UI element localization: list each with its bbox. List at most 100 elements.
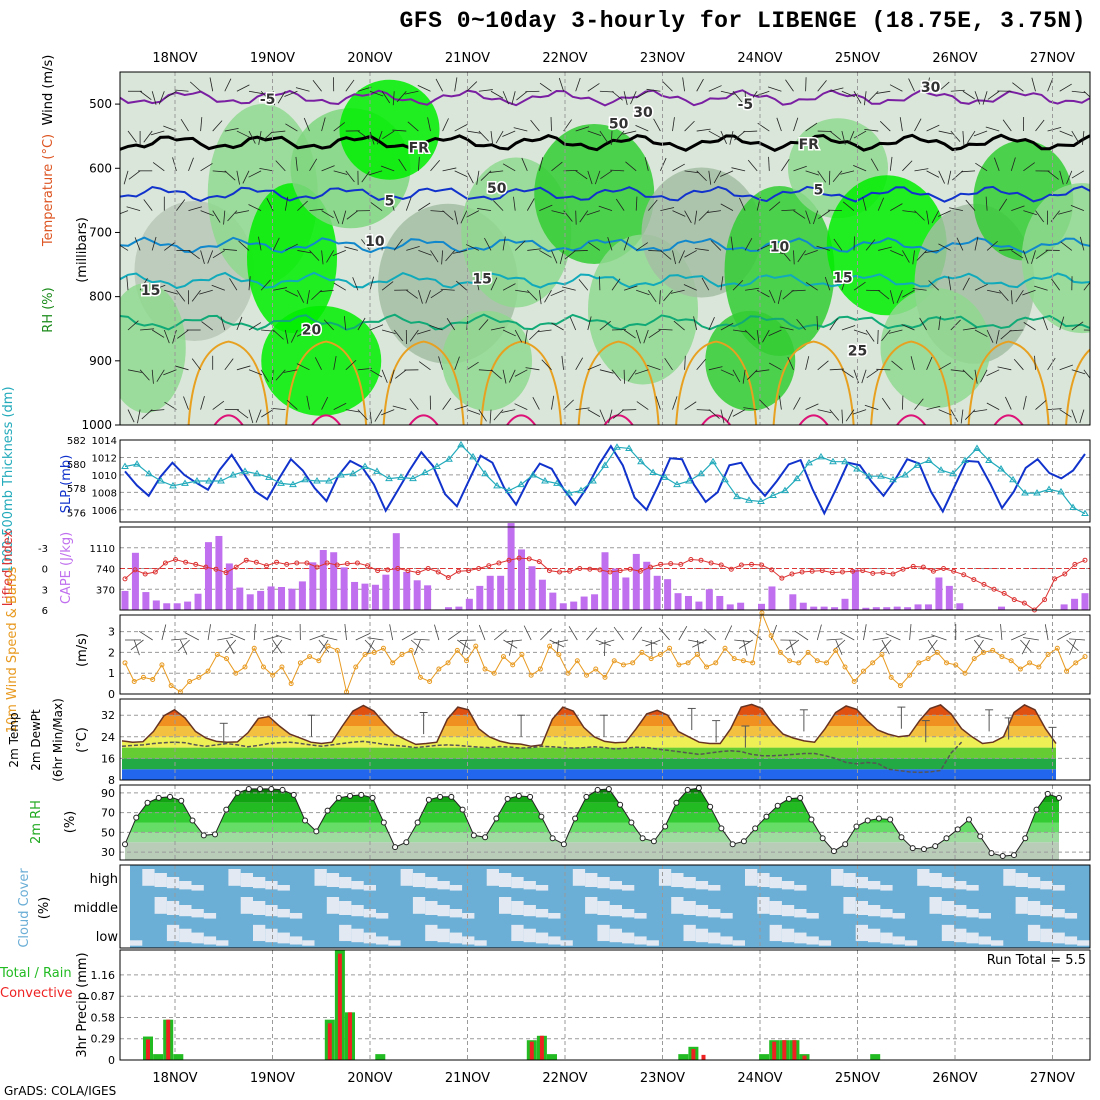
cape-bar: [716, 595, 724, 610]
wind10m-barb: [1069, 638, 1086, 641]
wind-barb: [236, 170, 240, 185]
cloud-cell: [769, 901, 782, 915]
wind-barb: [587, 409, 601, 417]
wind10m-point: [187, 679, 193, 685]
wind-barb: [309, 158, 318, 172]
wind-barb: [793, 397, 801, 410]
wind10m-point: [334, 647, 340, 653]
wind-barb: [295, 87, 310, 92]
wind-barb: [442, 167, 457, 172]
cloud-cell: [609, 928, 622, 943]
wind-barb: [974, 329, 988, 337]
cape-bar: [152, 600, 160, 610]
rh-point: [347, 792, 354, 799]
wind-barb: [333, 210, 340, 224]
precip-total-bar: [173, 1054, 184, 1060]
wind-barb: [321, 396, 329, 410]
precip-convective-bar: [691, 1049, 696, 1060]
cape-bar: [851, 569, 859, 610]
rh-band: [125, 812, 1059, 823]
wind-barb: [947, 170, 952, 185]
wind-barb: [177, 329, 189, 339]
wind-barb: [418, 156, 420, 171]
wind-barb: [260, 279, 271, 291]
cloud-cell: [425, 901, 438, 915]
wind-barb: [248, 170, 262, 178]
cloud-cell: [474, 940, 487, 946]
wind10m-barb: [139, 630, 153, 641]
wind-barb: [926, 170, 940, 178]
wind-barb: [306, 395, 310, 410]
wind10m-point: [713, 660, 719, 666]
wind-barb: [726, 409, 734, 423]
thickness-point: [505, 486, 513, 494]
cape-bar: [622, 577, 630, 610]
wind-barb: [805, 122, 818, 132]
cloud-cell: [253, 901, 266, 915]
wind-barb: [646, 88, 661, 92]
panel-frame: [119, 71, 1091, 426]
wind10m-barb: [414, 639, 421, 655]
wind-barb: [164, 401, 177, 410]
wind-barb: [720, 369, 734, 376]
li-point: [1011, 597, 1017, 603]
rh-point: [684, 786, 691, 793]
wind-barb: [417, 84, 431, 92]
wind10m-barb: [180, 639, 188, 655]
wind-barb: [376, 130, 383, 145]
wind-barb: [950, 89, 965, 92]
cloud-cell: [880, 932, 893, 944]
wind10m-point: [888, 674, 894, 680]
cloud-cell: [757, 873, 770, 887]
wind-barb: [321, 250, 324, 265]
wind-barb: [1071, 170, 1085, 179]
wind10m-barb: [794, 630, 809, 641]
cloud-cell: [929, 873, 942, 887]
wind-barb: [879, 121, 891, 132]
wind-barb: [319, 289, 334, 293]
rh-point: [639, 835, 646, 842]
cloud-cell: [535, 932, 549, 944]
rh-point: [324, 807, 331, 814]
rh-point: [887, 816, 894, 823]
wind-barb: [853, 91, 862, 104]
wind10m-barb: [367, 637, 384, 641]
wind-barb: [587, 130, 602, 136]
wind10m-barb: [503, 639, 518, 649]
wind-barb: [407, 121, 419, 132]
wind-barb: [514, 329, 523, 343]
wind-barb: [126, 276, 129, 291]
wind-barb: [785, 79, 794, 92]
wind10m-point: [473, 643, 479, 649]
pressure-tick-label: 600: [89, 161, 112, 175]
rh-shade: [1021, 183, 1090, 334]
wind-barb: [368, 170, 383, 176]
wind10m-barb: [835, 639, 843, 655]
cloud-cell: [1077, 940, 1090, 946]
panel-frame: [119, 949, 1091, 1061]
wind10m-point: [436, 666, 442, 672]
rh-point: [155, 794, 162, 801]
precip-total-bar: [547, 1054, 557, 1060]
wind-barb: [1023, 250, 1029, 264]
wind-barb: [660, 250, 672, 260]
wind-barb: [625, 161, 637, 172]
cloud-cell: [449, 909, 463, 918]
cloud-cell: [166, 877, 180, 889]
day-label-bottom: 23NOV: [640, 1071, 685, 1086]
li-point: [637, 568, 643, 574]
wind-barb: [466, 130, 481, 134]
thickness-point: [253, 469, 261, 477]
wind10m-barb: [401, 631, 416, 641]
wind-barb: [708, 317, 715, 331]
wind-barb: [539, 157, 544, 171]
wind-barb: [152, 162, 165, 172]
wind10m-point: [565, 670, 571, 676]
wind-barb: [660, 207, 675, 212]
thickness-point: [901, 470, 909, 478]
cloud-cell: [966, 932, 979, 944]
cloud-cell: [1027, 877, 1041, 889]
wind-barb: [120, 210, 129, 215]
precip-convective-bar: [792, 1040, 797, 1060]
